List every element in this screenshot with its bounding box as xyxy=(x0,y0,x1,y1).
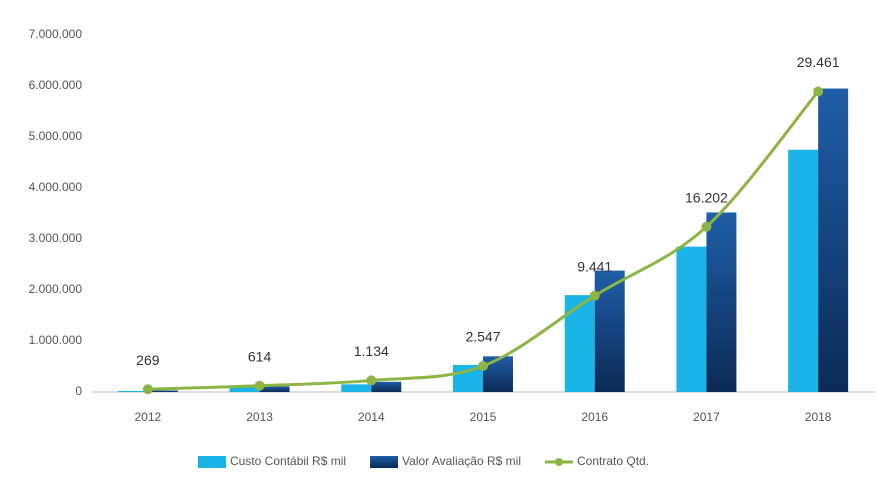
data-label: 269 xyxy=(136,352,160,368)
bar xyxy=(594,270,625,392)
bar xyxy=(259,386,290,392)
bar xyxy=(117,390,148,392)
line-marker xyxy=(366,375,377,386)
line-marker xyxy=(589,290,600,301)
y-tick-label: 4.000.000 xyxy=(29,180,83,194)
line-marker xyxy=(701,221,712,232)
x-tick-label: 2012 xyxy=(135,410,162,424)
data-label: 614 xyxy=(248,348,272,364)
y-tick-label: 0 xyxy=(75,384,82,398)
bar xyxy=(564,295,595,392)
data-label: 29.461 xyxy=(797,54,840,70)
y-tick-label: 5.000.000 xyxy=(29,129,83,143)
line-marker xyxy=(478,361,488,372)
legend-label: Valor Avaliação R$ mil xyxy=(402,454,521,468)
bar xyxy=(706,212,737,392)
bar xyxy=(483,356,513,392)
data-label: 9.441 xyxy=(577,258,612,274)
y-tick-label: 6.000.000 xyxy=(29,78,83,92)
legend-label: Contrato Qtd. xyxy=(577,454,649,468)
y-tick-label: 2.000.000 xyxy=(29,282,83,296)
bar xyxy=(341,384,372,392)
bar xyxy=(788,149,819,392)
data-label: 16.202 xyxy=(685,189,728,205)
y-tick-label: 3.000.000 xyxy=(29,231,83,245)
bar xyxy=(818,88,849,393)
data-label: 2.547 xyxy=(465,329,500,345)
x-tick-label: 2014 xyxy=(358,410,385,424)
x-tick-label: 2013 xyxy=(246,410,273,424)
line-marker xyxy=(813,86,824,97)
x-tick-label: 2016 xyxy=(581,410,608,424)
legend-swatch xyxy=(370,456,399,468)
line-marker xyxy=(142,384,153,395)
x-tick-label: 2018 xyxy=(805,410,832,424)
bar xyxy=(229,387,260,392)
legend-swatch xyxy=(198,456,226,468)
bar xyxy=(676,246,707,392)
data-label: 1.134 xyxy=(354,343,389,359)
x-tick-label: 2015 xyxy=(470,410,497,424)
line-marker xyxy=(254,380,265,391)
bar xyxy=(371,381,402,392)
x-tick-label: 2017 xyxy=(693,410,720,424)
y-tick-label: 7.000.000 xyxy=(29,27,83,41)
legend-label: Custo Contábil R$ mil xyxy=(230,454,346,468)
bar xyxy=(147,390,178,392)
y-tick-label: 1.000.000 xyxy=(29,333,83,347)
legend-swatch xyxy=(555,458,563,466)
